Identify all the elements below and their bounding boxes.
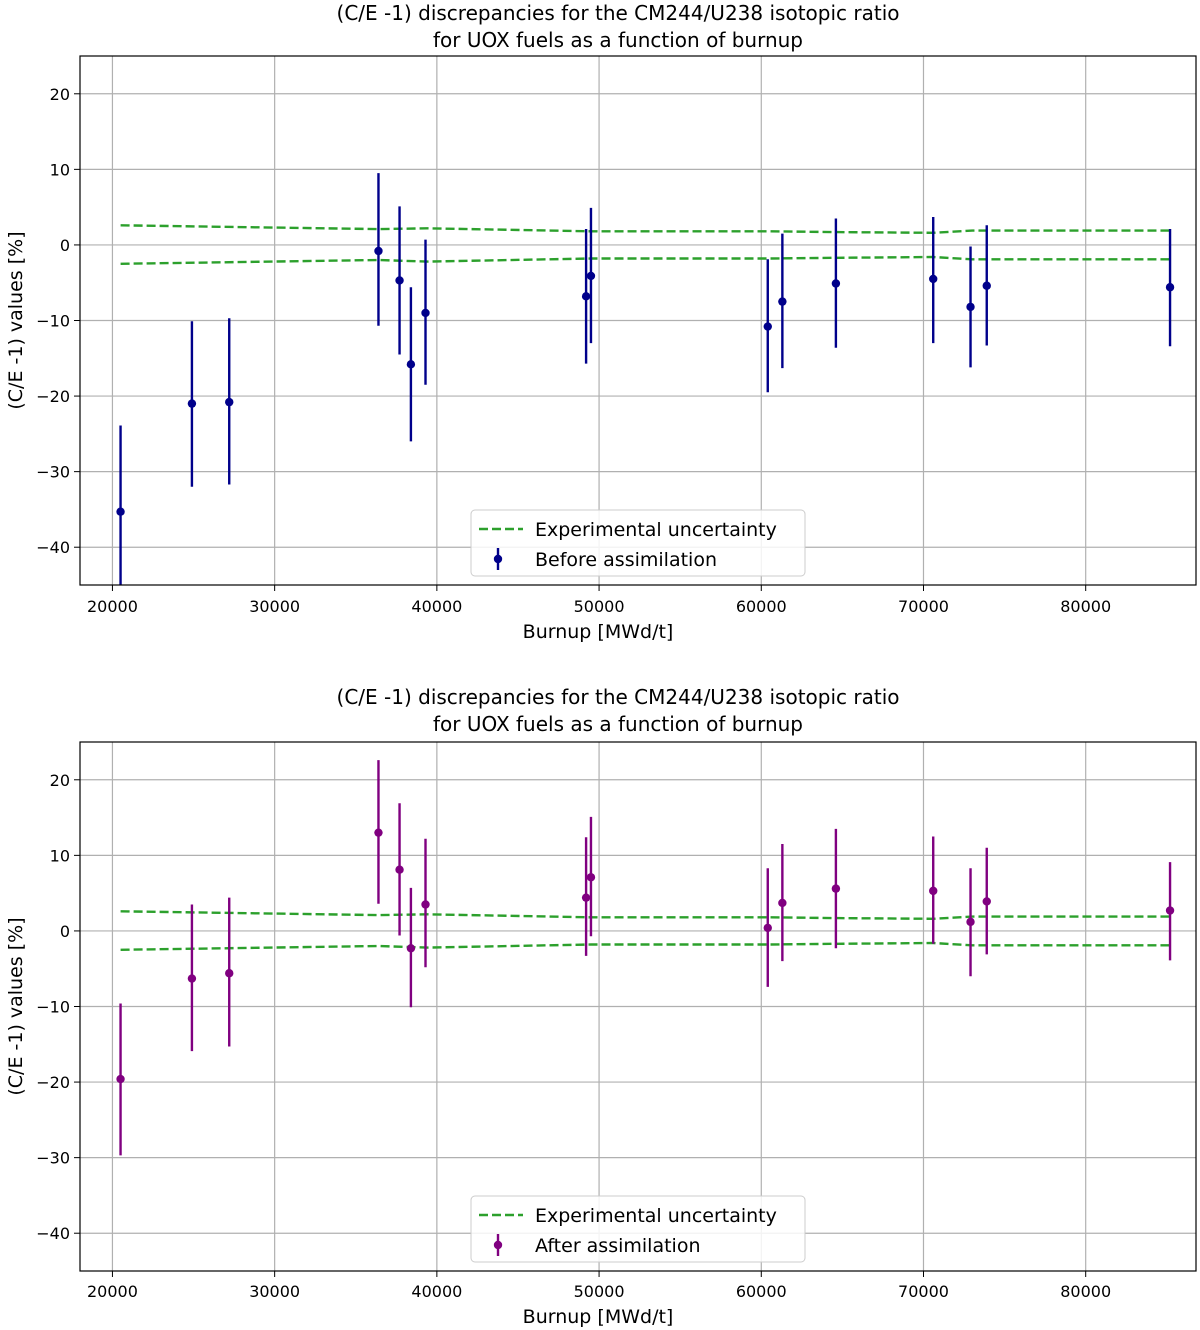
y-tick-label: 10 <box>50 846 70 865</box>
y-axis-label: (C/E -1) values [%] <box>5 917 27 1095</box>
x-tick-label: 60000 <box>736 1282 787 1301</box>
legend-series-label: After assimilation <box>535 1235 701 1257</box>
data-point <box>421 900 430 909</box>
axes-frame <box>79 55 1197 586</box>
y-tick-label: 0 <box>60 922 70 941</box>
x-tick-label: 30000 <box>249 597 300 616</box>
data-point <box>225 397 234 407</box>
data-point <box>966 302 975 312</box>
y-tick-label: 20 <box>50 771 70 790</box>
x-tick-label: 30000 <box>249 1282 300 1301</box>
y-tick-label: 10 <box>50 160 70 179</box>
data-point <box>763 322 772 331</box>
legend-series-marker <box>493 554 503 564</box>
data-point <box>831 884 841 893</box>
chart-title-line: for UOX fuels as a function of burnup <box>433 712 803 736</box>
data-point <box>116 507 125 516</box>
axes-frame <box>79 741 1197 1272</box>
chart-panel-before: (C/E -1) discrepancies for the CM244/U23… <box>5 1 1197 643</box>
data-point <box>763 923 772 933</box>
y-tick-label: −20 <box>36 1073 70 1092</box>
y-tick-label: −30 <box>36 463 70 482</box>
data-point <box>374 246 383 256</box>
x-tick-label: 20000 <box>87 1282 138 1301</box>
y-tick-label: −30 <box>36 1149 70 1168</box>
chart-title-line: (C/E -1) discrepancies for the CM244/U23… <box>337 1 900 25</box>
data-point <box>116 1074 125 1084</box>
uncertainty-line-upper <box>120 910 1170 921</box>
data-point <box>982 897 991 906</box>
data-point <box>225 969 234 978</box>
plot-data <box>116 760 1175 1156</box>
y-tick-label: −10 <box>36 312 70 331</box>
data-point <box>982 281 991 290</box>
data-point <box>187 399 197 408</box>
data-point <box>586 873 596 882</box>
data-point <box>831 279 841 288</box>
data-point <box>929 886 938 896</box>
data-point <box>1165 283 1175 292</box>
uncertainty-line-upper <box>120 224 1170 235</box>
data-point <box>581 893 591 902</box>
x-tick-label: 40000 <box>411 597 462 616</box>
x-axis-label: Burnup [MWd/t] <box>523 1306 674 1328</box>
data-point <box>406 360 416 369</box>
chart-title-line: (C/E -1) discrepancies for the CM244/U23… <box>337 685 900 709</box>
x-tick-label: 50000 <box>574 1282 625 1301</box>
uncertainty-line-lower <box>120 255 1170 265</box>
data-point <box>395 276 404 285</box>
data-point <box>1165 906 1175 915</box>
x-tick-label: 80000 <box>1060 597 1111 616</box>
y-tick-label: −20 <box>36 387 70 406</box>
chart-panel-after: (C/E -1) discrepancies for the CM244/U23… <box>5 685 1197 1328</box>
y-axis-label: (C/E -1) values [%] <box>5 231 27 409</box>
legend-uncertainty-label: Experimental uncertainty <box>535 519 777 541</box>
data-point <box>395 865 404 874</box>
x-tick-label: 50000 <box>574 597 625 616</box>
data-point <box>406 944 416 953</box>
data-point <box>586 271 596 281</box>
x-tick-label: 80000 <box>1060 1282 1111 1301</box>
legend-box <box>470 1195 806 1263</box>
plot-data <box>116 173 1175 585</box>
x-axis-label: Burnup [MWd/t] <box>523 621 674 643</box>
data-point <box>374 828 383 837</box>
legend-box <box>470 509 806 577</box>
y-tick-label: 20 <box>50 85 70 104</box>
y-tick-label: −40 <box>36 1224 70 1243</box>
y-tick-label: −10 <box>36 998 70 1017</box>
x-tick-label: 40000 <box>411 1282 462 1301</box>
legend-series-label: Before assimilation <box>535 549 717 571</box>
x-tick-label: 70000 <box>898 597 949 616</box>
x-tick-label: 70000 <box>898 1282 949 1301</box>
y-tick-label: 0 <box>60 236 70 255</box>
y-tick-label: −40 <box>36 538 70 557</box>
uncertainty-line-lower <box>120 941 1170 951</box>
x-tick-label: 20000 <box>87 597 138 616</box>
legend-uncertainty-label: Experimental uncertainty <box>535 1205 777 1227</box>
data-point <box>187 974 197 983</box>
data-point <box>421 308 430 318</box>
data-point <box>929 274 938 284</box>
data-point <box>966 917 975 927</box>
data-point <box>778 898 787 908</box>
chart-title-line: for UOX fuels as a function of burnup <box>433 28 803 52</box>
legend-series-marker <box>493 1240 503 1250</box>
data-point <box>581 292 591 301</box>
data-point <box>778 297 787 306</box>
x-tick-label: 60000 <box>736 597 787 616</box>
